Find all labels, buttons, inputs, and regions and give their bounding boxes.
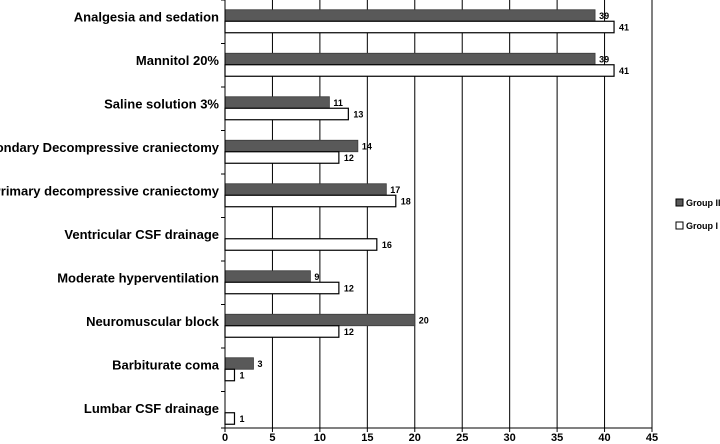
category-label: Neuromuscular block — [86, 314, 220, 329]
bar-group-i — [224, 107, 349, 121]
data-label-group-ii: 11 — [333, 98, 343, 108]
bars — [224, 9, 615, 425]
data-label-group-i: 1 — [239, 414, 244, 424]
x-tick-label-10: 10 — [314, 432, 326, 444]
x-tick-labels: 0 5 10 15 20 25 30 35 40 45 — [222, 432, 658, 444]
data-label-group-i: 12 — [344, 327, 354, 337]
data-label-group-i: 13 — [353, 109, 363, 119]
bar-group-i — [224, 368, 236, 382]
x-tick-label-30: 30 — [504, 432, 516, 444]
bar-group-ii — [224, 139, 359, 153]
category-labels: Analgesia and sedation Mannitol 20% Saline… — [0, 9, 220, 416]
data-label-group-ii: 39 — [599, 11, 609, 21]
data-label-group-i: 12 — [344, 283, 354, 293]
category-label: Saline solution 3% — [104, 96, 219, 111]
bar-group-ii — [224, 357, 254, 370]
bar-group-i — [224, 151, 340, 164]
legend: Group II Group I — [675, 198, 720, 231]
data-label-group-i: 12 — [344, 153, 354, 163]
bar-group-ii — [224, 183, 387, 196]
bar-group-ii — [224, 52, 596, 66]
legend-swatch — [675, 198, 684, 207]
x-tick-label-5: 5 — [269, 432, 275, 444]
x-tick-label-35: 35 — [551, 432, 563, 444]
category-label: Lumbar CSF drainage — [84, 401, 219, 416]
data-label-group-ii: 9 — [314, 272, 319, 282]
data-label-group-ii: 39 — [599, 54, 609, 64]
data-label-group-i: 41 — [619, 66, 629, 76]
category-label: Mannitol 20% — [136, 53, 220, 68]
data-label-group-i: 1 — [239, 370, 244, 380]
bar-group-i — [224, 412, 236, 425]
x-tick-label-20: 20 — [409, 432, 421, 444]
bar-group-i — [224, 20, 615, 34]
x-tick-label-25: 25 — [456, 432, 468, 444]
bar-group-i — [224, 194, 397, 208]
legend-label: Group II — [686, 198, 720, 208]
data-label-group-ii: 14 — [362, 141, 372, 151]
bar-group-i — [224, 281, 340, 295]
legend-swatch — [675, 221, 684, 230]
data-label-group-ii: 17 — [390, 185, 400, 195]
data-label-group-i: 41 — [619, 22, 629, 32]
category-label: Primary decompressive craniectomy — [0, 183, 220, 198]
x-tick-label-40: 40 — [598, 432, 610, 444]
category-label: Moderate hyperventilation — [57, 270, 219, 285]
data-label-group-i: 18 — [401, 196, 411, 206]
category-label: Barbiturate coma — [112, 357, 220, 372]
x-tick-label-15: 15 — [361, 432, 373, 444]
category-label: Secondary Decompressive craniectomy — [0, 140, 220, 155]
axes — [221, 0, 653, 432]
category-label: Ventricular CSF drainage — [64, 227, 219, 242]
bar-group-ii — [224, 9, 596, 22]
category-label: Analgesia and sedation — [74, 9, 219, 24]
data-label-group-ii: 20 — [419, 315, 429, 325]
bar-group-i — [224, 238, 378, 251]
data-label-group-i: 16 — [382, 240, 392, 250]
data-label-group-ii: 3 — [257, 359, 262, 369]
bar-group-i — [224, 64, 615, 77]
x-tick-label-0: 0 — [222, 432, 228, 444]
bar-group-ii — [224, 313, 416, 327]
legend-label: Group I — [686, 221, 718, 231]
bar-group-i — [224, 325, 340, 338]
bar-group-ii — [224, 96, 330, 109]
x-tick-label-45: 45 — [646, 432, 658, 444]
bar-group-ii — [224, 270, 311, 283]
